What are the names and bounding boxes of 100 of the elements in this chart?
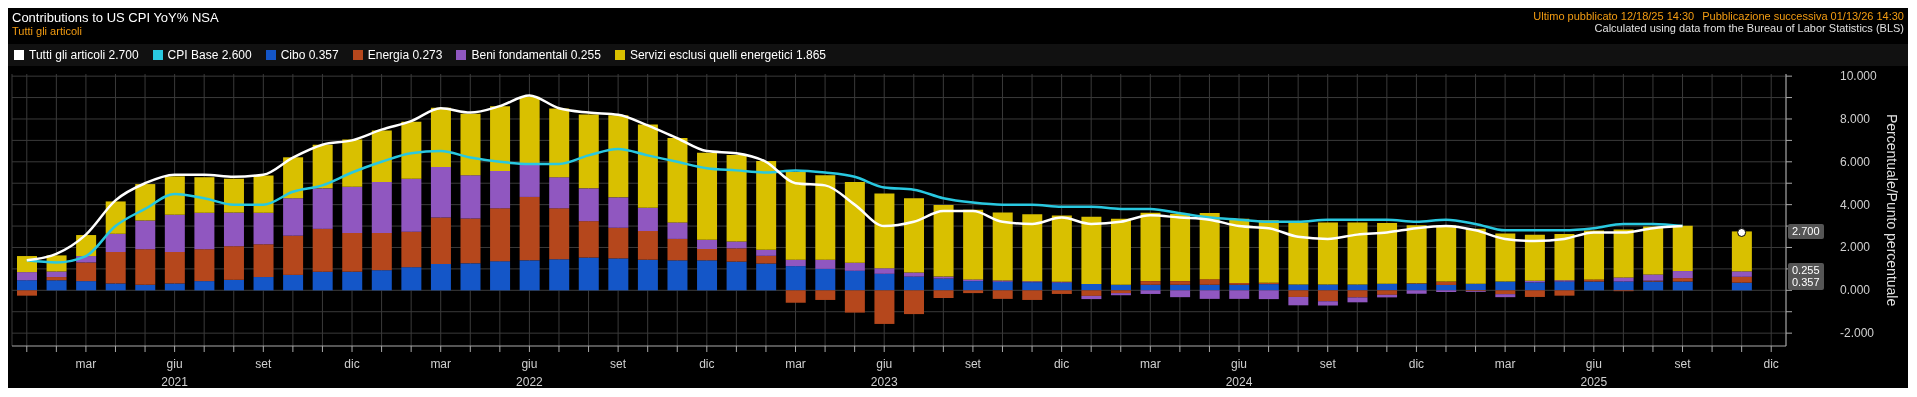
bar (371, 130, 392, 182)
bar (1258, 220, 1279, 283)
bar (371, 232, 392, 271)
bar (430, 263, 451, 291)
bar (519, 96, 540, 165)
legend-label: Beni fondamentali 0.255 (471, 48, 601, 62)
bar (1258, 284, 1279, 291)
bar (1022, 214, 1043, 282)
y-axis-title: Percentuale/Punto percentuale (1884, 113, 1900, 307)
bar (490, 171, 511, 209)
y-tick-label: 6.000 (1840, 154, 1871, 169)
bar (726, 241, 747, 249)
bar (1495, 281, 1516, 291)
bar (578, 221, 599, 258)
bar (992, 290, 1013, 299)
bar (726, 261, 747, 291)
bar (1199, 290, 1220, 299)
bar (164, 176, 185, 215)
bar (460, 175, 481, 219)
bar (1347, 222, 1368, 285)
bar (815, 259, 836, 269)
bar (1140, 284, 1161, 291)
bar (223, 178, 244, 213)
bar (1229, 218, 1250, 284)
bar (1554, 281, 1575, 291)
bar (1584, 279, 1605, 282)
bar (194, 249, 215, 282)
bar (992, 281, 1013, 291)
bar (1140, 281, 1161, 285)
bar (135, 284, 156, 291)
bar (1051, 215, 1072, 282)
bar (253, 244, 274, 278)
bar (1554, 290, 1575, 296)
annotation: 2.700 (1788, 224, 1824, 240)
bar (844, 290, 865, 313)
bar (815, 175, 836, 260)
legend-label: Tutti gli articoli 2.700 (29, 48, 139, 62)
bar (194, 177, 215, 213)
bar (1022, 290, 1043, 300)
bar (194, 281, 215, 291)
x-tick-label: giu 2022 (516, 357, 544, 389)
x-tick-label: dic (1408, 357, 1425, 371)
bar (135, 249, 156, 285)
bar (223, 246, 244, 280)
bar (164, 283, 185, 291)
text: Ultimo pubblicato 12/18/25 14:30 (1533, 10, 1695, 22)
bar (342, 232, 363, 272)
x-tick-label: dic (699, 357, 715, 371)
bar (460, 263, 481, 291)
bar (371, 181, 392, 233)
bar (1436, 225, 1457, 282)
bar (1199, 284, 1220, 291)
bar (756, 160, 777, 250)
bar (1081, 283, 1102, 291)
bar (312, 271, 333, 291)
bar (904, 290, 924, 315)
bar (430, 217, 451, 264)
bar (371, 270, 392, 291)
bar (549, 108, 570, 178)
bar (490, 261, 511, 291)
bar (1495, 290, 1516, 295)
bar (667, 222, 688, 239)
bar (608, 115, 629, 198)
bar (1406, 290, 1427, 294)
bar (253, 212, 274, 245)
bar (46, 271, 67, 278)
bar (667, 238, 688, 261)
bar (1584, 281, 1605, 291)
bar (401, 267, 422, 291)
bar (46, 277, 67, 281)
bar (1672, 225, 1693, 272)
x-tick-label: set (964, 357, 982, 371)
bar (904, 276, 924, 291)
bar (1436, 284, 1457, 291)
bar (312, 188, 333, 229)
bar (519, 196, 540, 261)
bar (1347, 290, 1368, 298)
bar (726, 154, 747, 242)
bar (904, 198, 924, 273)
bar (105, 233, 126, 252)
x-tick-label: dic (1763, 357, 1779, 371)
bar (1731, 271, 1752, 277)
bar (490, 106, 511, 172)
x-tick-label: giu 2024 (1225, 357, 1253, 389)
bar (1613, 229, 1634, 278)
bar (549, 208, 570, 260)
bar (76, 281, 97, 291)
chart-subtitle: Tutti gli articoli (12, 25, 83, 37)
bar (1643, 281, 1664, 291)
bar (697, 239, 718, 249)
bar (608, 258, 629, 291)
bar (519, 260, 540, 291)
bar (1170, 213, 1191, 282)
y-tick-label: 8.000 (1840, 111, 1871, 126)
bar (1317, 301, 1338, 306)
bar (312, 228, 333, 272)
x-tick-label: dic (344, 357, 360, 371)
bar (1672, 278, 1693, 282)
bar (933, 205, 954, 277)
bar (1465, 283, 1486, 291)
